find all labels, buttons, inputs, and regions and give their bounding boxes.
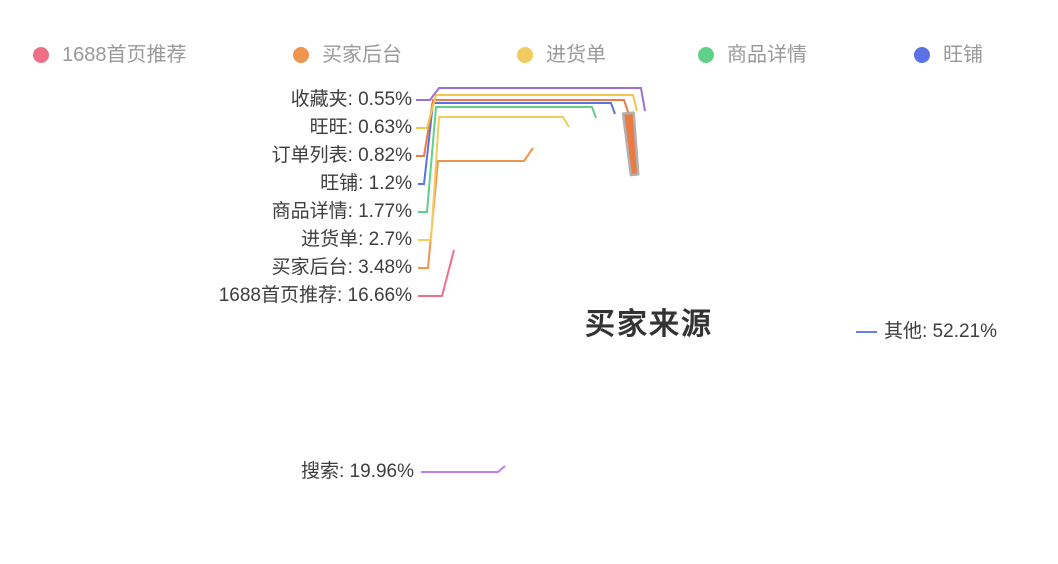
legend-label: 旺铺 xyxy=(943,44,983,66)
label-line-product-detail xyxy=(418,106,597,213)
pie-label-search: 搜索: 19.96% xyxy=(301,461,414,482)
label-line-1688-homepage xyxy=(418,249,455,297)
legend-label: 1688首页推荐 xyxy=(62,44,187,66)
legend-item-2[interactable]: 进货单 xyxy=(517,44,606,66)
pie-slice-order-list[interactable] xyxy=(621,111,640,177)
label-line-order-list xyxy=(416,99,629,157)
pie-label-1688-homepage: 1688首页推荐: 16.66% xyxy=(218,285,412,306)
chart-center-title: 买家来源 xyxy=(585,308,713,341)
legend-dot-icon xyxy=(914,47,930,63)
label-line-search xyxy=(421,465,506,473)
label-line-purchase-list xyxy=(418,116,570,241)
legend-label: 商品详情 xyxy=(727,44,807,66)
legend-dot-icon xyxy=(33,47,49,63)
legend-label: 进货单 xyxy=(546,44,606,66)
pie-label-product-detail: 商品详情: 1.77% xyxy=(271,201,412,222)
legend-item-1[interactable]: 买家后台 xyxy=(293,44,402,66)
pie-label-order-list: 订单列表: 0.82% xyxy=(271,145,412,166)
legend-item-0[interactable]: 1688首页推荐 xyxy=(33,44,187,66)
label-line-wangpu xyxy=(418,102,616,185)
pie-label-other: 其他: 52.21% xyxy=(884,321,997,342)
pie-label-favorites: 收藏夹: 0.55% xyxy=(290,89,412,110)
pie-label-buyer-backend: 买家后台: 3.48% xyxy=(271,257,412,278)
legend-item-3[interactable]: 商品详情 xyxy=(698,44,807,66)
pie-label-wangpu: 旺铺: 1.2% xyxy=(320,173,412,194)
pie-label-purchase-list: 进货单: 2.7% xyxy=(301,229,412,250)
legend-item-4[interactable]: 旺铺 xyxy=(914,44,983,66)
pie-label-wangwang: 旺旺: 0.63% xyxy=(309,117,412,138)
label-line-wangwang xyxy=(416,94,638,129)
legend-label: 买家后台 xyxy=(322,44,402,66)
label-line-favorites xyxy=(416,87,646,112)
label-line-buyer-backend xyxy=(418,147,534,269)
legend-dot-icon xyxy=(293,47,309,63)
legend-dot-icon xyxy=(517,47,533,63)
legend-dot-icon xyxy=(698,47,714,63)
